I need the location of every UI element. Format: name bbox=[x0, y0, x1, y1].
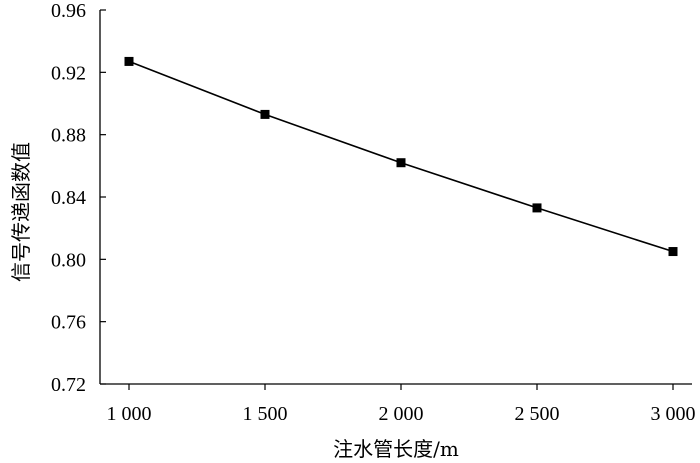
x-tick-label: 1 000 bbox=[107, 403, 152, 425]
data-point-marker bbox=[532, 203, 542, 213]
x-tick-label: 1 500 bbox=[243, 403, 288, 425]
data-point-marker bbox=[260, 109, 270, 119]
y-tick-label: 0.84 bbox=[51, 187, 86, 209]
series-group bbox=[124, 56, 678, 257]
x-tick-label: 3 000 bbox=[651, 403, 696, 425]
x-tick-label: 2 000 bbox=[379, 403, 424, 425]
x-axis-title: 注水管长度/m bbox=[333, 437, 459, 461]
y-tick-label: 0.72 bbox=[51, 374, 86, 396]
y-axis: 0.72 0.76 0.80 0.84 0.88 0.92 0.96 bbox=[51, 0, 106, 396]
data-point-marker bbox=[668, 247, 678, 257]
y-tick-label: 0.92 bbox=[51, 62, 86, 84]
y-tick-label: 0.80 bbox=[51, 249, 86, 271]
data-point-marker bbox=[124, 56, 134, 66]
data-point-marker bbox=[396, 158, 406, 168]
y-tick-label: 0.88 bbox=[51, 125, 86, 147]
x-tick-label: 2 500 bbox=[515, 403, 560, 425]
x-axis: 1 000 1 500 2 000 2 500 3 000 bbox=[100, 383, 696, 425]
series-line bbox=[128, 60, 674, 253]
y-axis-title: 信号传递函数值 bbox=[9, 142, 33, 282]
y-tick-label: 0.96 bbox=[51, 0, 86, 22]
y-tick-label: 0.76 bbox=[51, 312, 86, 334]
